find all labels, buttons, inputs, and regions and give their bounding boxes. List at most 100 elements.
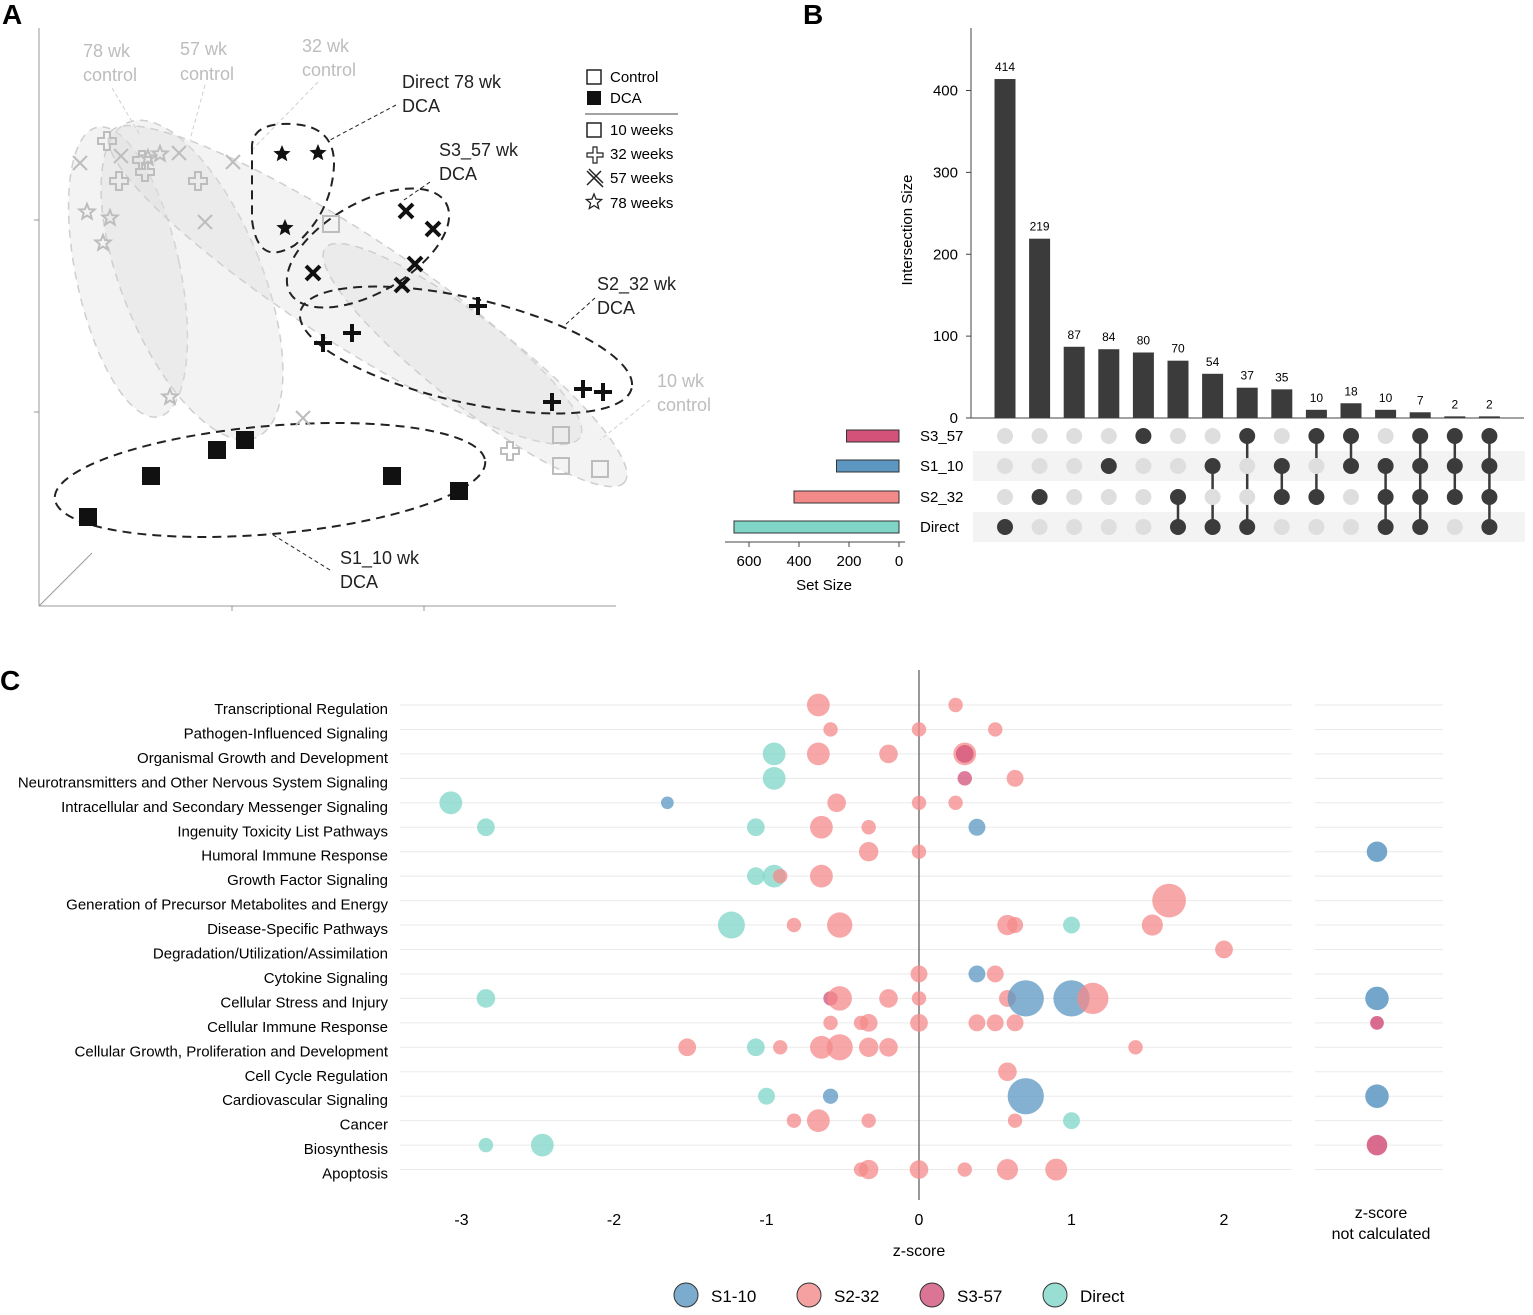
intersection-bar xyxy=(1202,373,1224,418)
matrix-dot-filled xyxy=(1239,519,1256,535)
matrix-dot-filled xyxy=(1343,458,1359,474)
dca-32wk-marker xyxy=(314,334,332,352)
bubble-point xyxy=(822,1088,839,1104)
legend-57weeks-x xyxy=(586,168,604,188)
intersection-bar-label: 10 xyxy=(1310,391,1324,405)
control-78wk-marker xyxy=(99,207,121,227)
upset-ylabel: Intersection Size xyxy=(899,175,916,286)
hull-57wk-control xyxy=(100,119,284,441)
hull-32wk-control xyxy=(107,124,583,446)
matrix-dot-empty xyxy=(1204,428,1221,444)
label-32wk-control-2: control xyxy=(302,60,356,80)
bubble-point xyxy=(861,820,876,835)
bubble-point xyxy=(858,1159,879,1180)
intersection-bar xyxy=(1375,409,1397,418)
dca-32wk-marker xyxy=(574,380,592,398)
bubble-point xyxy=(530,1133,554,1157)
matrix-dot-filled xyxy=(1446,458,1463,474)
control-57wk-marker xyxy=(225,154,241,170)
bubble-point xyxy=(810,815,833,839)
label-direct-78wk-2: DCA xyxy=(402,96,440,116)
control-10wk-marker xyxy=(591,460,609,478)
intersection-bar xyxy=(1444,416,1466,418)
bubble-point xyxy=(911,795,927,810)
matrix-dot-filled xyxy=(1170,489,1186,505)
category-label: Biosynthesis xyxy=(304,1141,388,1158)
category-label: Apoptosis xyxy=(322,1166,388,1183)
legend-dca-label: DCA xyxy=(610,90,642,107)
bubble-point xyxy=(1045,1158,1068,1181)
bubble-point xyxy=(859,1013,878,1032)
set-size-tick-label: 0 xyxy=(895,553,903,570)
category-label: Disease-Specific Pathways xyxy=(207,921,388,938)
zscore-tick-label: 1 xyxy=(1067,1212,1076,1229)
legend-32weeks-cross xyxy=(586,146,604,164)
axis-depth xyxy=(38,552,93,607)
matrix-dot-empty xyxy=(1446,519,1463,535)
intersection-bar xyxy=(1478,416,1500,418)
bubble-point xyxy=(998,1062,1017,1082)
matrix-dot-filled xyxy=(1170,519,1186,535)
intersection-bar xyxy=(1167,360,1189,418)
legend-78weeks-star xyxy=(584,192,604,210)
bubble-point xyxy=(773,868,788,884)
control-32wk-marker xyxy=(109,171,129,191)
intersection-bar xyxy=(1236,387,1258,418)
control-32wk-marker xyxy=(97,131,117,151)
intersection-bar xyxy=(994,79,1016,418)
dca-78wk-marker xyxy=(273,145,291,162)
matrix-dot-empty xyxy=(1377,428,1394,444)
label-s3-57wk-1: S3_57 wk xyxy=(439,140,519,161)
zscore-tick-label: 2 xyxy=(1220,1212,1229,1229)
bubble-point-no-zscore xyxy=(1366,841,1388,862)
matrix-dot-empty xyxy=(1239,489,1256,505)
legend-swatch xyxy=(1042,1282,1068,1308)
dca-10wk-marker xyxy=(142,467,160,485)
matrix-dot-empty xyxy=(1273,428,1290,444)
dca-10wk-marker xyxy=(383,467,401,485)
bubble-point-no-zscore xyxy=(1365,986,1389,1011)
dca-32wk-marker xyxy=(469,297,487,315)
matrix-dot-empty xyxy=(997,428,1013,444)
bubble-point xyxy=(909,1160,929,1179)
category-label: Cytokine Signaling xyxy=(264,970,388,987)
bubble-point xyxy=(1128,1040,1143,1055)
intersection-bar-label: 84 xyxy=(1102,330,1116,344)
intersection-bar xyxy=(1029,238,1051,418)
upset-ytick-label: 300 xyxy=(933,164,958,181)
dca-32wk-marker xyxy=(594,383,612,401)
intersection-bar xyxy=(1340,403,1362,418)
bubble-point xyxy=(762,742,786,766)
intersection-bar xyxy=(1409,412,1431,418)
matrix-dot-empty xyxy=(1343,519,1359,535)
matrix-dot-filled xyxy=(1343,428,1359,444)
bubble-point xyxy=(786,1113,802,1128)
label-s1-10wk-1: S1_10 wk xyxy=(340,548,420,569)
bubble-point xyxy=(786,917,802,933)
upset-ytick-label: 100 xyxy=(933,328,958,345)
matrix-dot-filled xyxy=(1446,489,1463,505)
bubble-point xyxy=(911,722,927,737)
bubble-point xyxy=(986,965,1004,983)
matrix-dot-filled xyxy=(997,519,1013,535)
legend-swatch xyxy=(796,1282,822,1308)
bubble-point xyxy=(806,693,830,717)
control-57wk-marker xyxy=(113,148,129,164)
matrix-dot-empty xyxy=(1066,489,1083,505)
matrix-dot-filled xyxy=(1412,428,1429,444)
control-32wk-marker xyxy=(135,162,155,182)
label-10wk-control-2: control xyxy=(657,395,711,415)
matrix-dot-filled xyxy=(1481,489,1498,505)
panel-a-letter: A xyxy=(2,0,22,30)
matrix-dot-empty xyxy=(1100,489,1117,505)
bubble-point xyxy=(746,818,765,837)
set-size-bar xyxy=(733,520,900,534)
hull-10wk-control xyxy=(322,242,628,488)
matrix-dot-filled xyxy=(1239,428,1256,444)
set-size-tick-label: 200 xyxy=(836,553,861,570)
matrix-dot-filled xyxy=(1308,489,1325,505)
matrix-dot-empty xyxy=(997,458,1013,474)
dca-78wk-marker xyxy=(309,144,327,161)
upset-ytick-label: 400 xyxy=(933,83,958,100)
intersection-bar xyxy=(1305,409,1327,418)
